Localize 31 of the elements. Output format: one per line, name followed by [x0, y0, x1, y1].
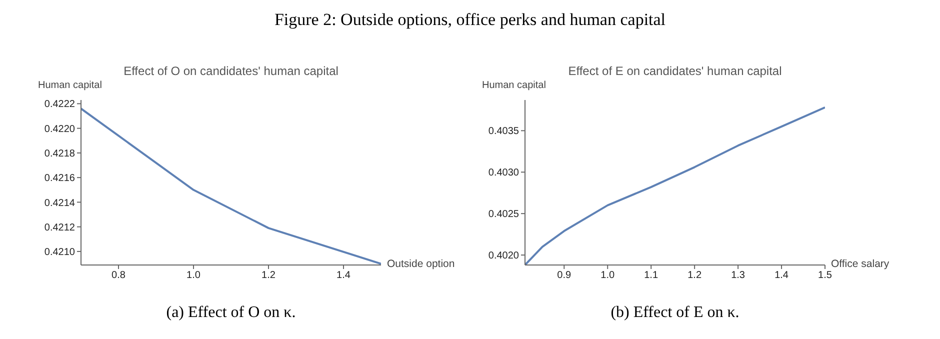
x-axis-title: Office salary [831, 258, 890, 270]
x-axis-title: Outside option [387, 258, 455, 270]
x-tick-label: 1.0 [186, 270, 201, 282]
x-tick-label: 1.4 [336, 270, 351, 282]
y-tick-label: 0.4218 [44, 148, 76, 160]
x-tick-label: 0.8 [112, 270, 126, 282]
x-tick-label: 1.4 [774, 270, 789, 282]
x-tick-label: 0.9 [557, 270, 572, 282]
y-tick-label: 0.4210 [44, 247, 76, 258]
y-axis-title: Human capital [38, 80, 102, 91]
text: (b) Effect of E on κ. [610, 304, 740, 322]
x-tick-label: 1.1 [644, 270, 658, 282]
x-tick-label: 1.0 [600, 270, 615, 282]
y-tick-label: 0.4025 [488, 209, 520, 220]
x-tick-label: 1.2 [262, 270, 276, 282]
chart-title: Effect of O on candidates' human capital [122, 64, 340, 78]
x-tick-label: 1.2 [688, 270, 702, 282]
x-tick-label: 1.5 [818, 270, 832, 282]
y-tick-label: 0.4030 [488, 168, 520, 179]
y-tick-label: 0.4020 [488, 250, 520, 262]
chart-title: Effect of E on candidates' human capital [567, 64, 783, 78]
text: (a) Effect of O on κ. [165, 304, 297, 322]
caption: Figure 2: Outside options, office perks and human capital [273, 10, 667, 30]
y-tick-label: 0.4212 [44, 222, 76, 234]
y-tick-label: 0.4035 [488, 126, 520, 138]
x-tick-label: 1.3 [731, 270, 746, 282]
y-tick-label: 0.4216 [44, 173, 76, 184]
y-axis-title: Human capital [482, 80, 546, 91]
y-tick-label: 0.4220 [44, 124, 76, 135]
y-tick-label: 0.4214 [44, 198, 76, 209]
y-tick-label: 0.4222 [44, 99, 76, 110]
